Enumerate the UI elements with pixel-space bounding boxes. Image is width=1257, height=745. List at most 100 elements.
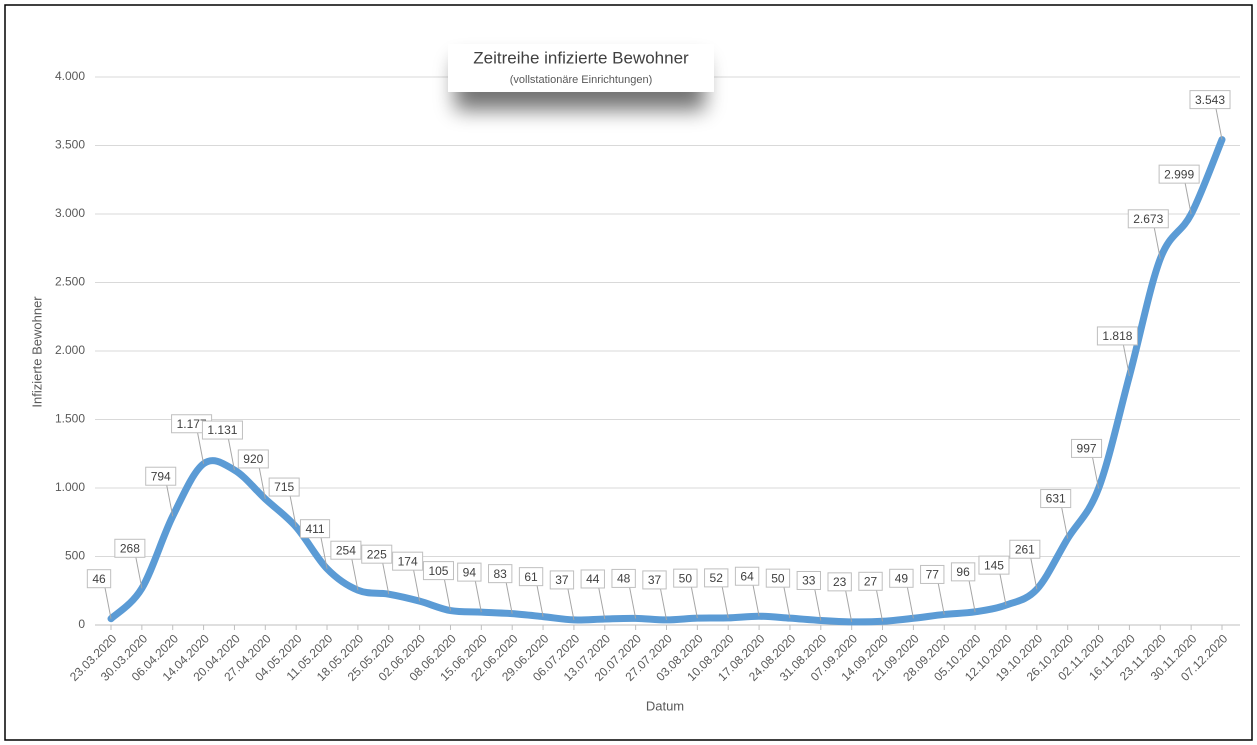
leader-line bbox=[629, 587, 637, 619]
data-label-group: 61 bbox=[518, 567, 544, 617]
data-label-group: 49 bbox=[889, 568, 914, 619]
data-label-box bbox=[330, 540, 362, 560]
data-label: 83 bbox=[494, 567, 508, 581]
data-label-box bbox=[1009, 539, 1041, 559]
leader-line bbox=[320, 537, 328, 569]
y-tick-label: 2.000 bbox=[55, 343, 85, 357]
y-tick-label: 0 bbox=[78, 617, 85, 631]
data-label-group: 3.543 bbox=[1189, 90, 1231, 140]
data-label-box bbox=[86, 569, 112, 589]
data-label-group: 96 bbox=[950, 562, 976, 612]
title-box bbox=[448, 44, 714, 92]
data-label-group: 631 bbox=[1040, 489, 1072, 539]
data-label-group: 2.999 bbox=[1158, 164, 1200, 215]
data-label: 50 bbox=[679, 571, 693, 585]
data-label: 50 bbox=[771, 571, 785, 585]
y-axis-label: Infizierte Bewohner bbox=[29, 296, 44, 408]
leader-line bbox=[197, 432, 205, 464]
data-label-box bbox=[734, 566, 760, 586]
data-label: 96 bbox=[956, 565, 970, 579]
leader-line bbox=[752, 585, 760, 617]
leader-line bbox=[1122, 344, 1130, 377]
data-label-box bbox=[920, 564, 945, 584]
data-label-group: 37 bbox=[549, 570, 575, 621]
data-label-group: 411 bbox=[299, 519, 331, 569]
data-label: 94 bbox=[463, 565, 477, 579]
data-label-group: 715 bbox=[268, 477, 300, 528]
frame bbox=[4, 4, 1253, 741]
data-label-group: 77 bbox=[920, 564, 945, 615]
data-label-group: 1.818 bbox=[1096, 326, 1138, 377]
leader-line bbox=[567, 588, 575, 621]
data-label: 997 bbox=[1077, 442, 1097, 456]
data-label: 49 bbox=[895, 571, 909, 585]
data-label-group: 261 bbox=[1009, 539, 1041, 590]
data-label-box bbox=[488, 564, 513, 584]
data-label-box bbox=[518, 567, 544, 587]
leader-line bbox=[104, 587, 112, 619]
data-label-group: 268 bbox=[114, 538, 146, 589]
data-label-box bbox=[858, 571, 883, 591]
data-label-box bbox=[1071, 438, 1103, 458]
leader-line bbox=[906, 587, 914, 619]
data-label: 225 bbox=[367, 547, 387, 561]
data-label: 2.999 bbox=[1164, 167, 1194, 181]
data-label-box bbox=[201, 420, 243, 440]
data-label-box bbox=[1040, 489, 1072, 509]
data-label-box bbox=[765, 568, 791, 588]
leader-line bbox=[135, 557, 143, 589]
leader-line bbox=[814, 589, 822, 621]
data-label: 794 bbox=[151, 469, 171, 483]
leader-line bbox=[937, 583, 945, 615]
leader-line bbox=[351, 559, 359, 591]
data-label: 261 bbox=[1015, 542, 1035, 556]
data-label-group: 48 bbox=[611, 568, 637, 619]
data-label: 52 bbox=[710, 571, 724, 585]
leader-line bbox=[474, 581, 482, 613]
data-label-box bbox=[796, 570, 821, 590]
leader-line bbox=[690, 587, 698, 619]
leader-line bbox=[1061, 507, 1069, 539]
data-label: 1.818 bbox=[1102, 329, 1132, 343]
data-label: 27 bbox=[864, 574, 878, 588]
leader-line bbox=[968, 580, 976, 612]
leader-line bbox=[413, 570, 421, 602]
y-tick-label: 1.500 bbox=[55, 412, 85, 426]
data-label: 920 bbox=[243, 452, 263, 466]
data-label-box bbox=[457, 562, 482, 582]
data-label-group: 23 bbox=[827, 572, 853, 622]
data-label-box bbox=[237, 449, 269, 469]
data-label-box bbox=[1096, 326, 1138, 346]
leader-line bbox=[166, 485, 174, 517]
leader-line bbox=[721, 586, 729, 618]
data-label-box bbox=[1127, 209, 1169, 229]
leader-line bbox=[999, 574, 1007, 606]
data-label-box bbox=[580, 569, 605, 589]
data-label: 254 bbox=[336, 543, 356, 557]
data-label-box bbox=[704, 568, 729, 588]
data-label: 37 bbox=[555, 573, 569, 587]
data-label-box bbox=[611, 568, 636, 588]
data-label-group: 2.673 bbox=[1127, 209, 1169, 259]
data-label: 145 bbox=[984, 558, 1004, 572]
data-label-group: 145 bbox=[978, 555, 1010, 606]
data-line bbox=[107, 136, 1226, 626]
data-label-group: 46 bbox=[86, 569, 112, 619]
leader-line bbox=[443, 579, 451, 611]
leader-line bbox=[536, 585, 544, 617]
data-label-box bbox=[978, 555, 1010, 575]
data-label-group: 27 bbox=[858, 571, 884, 622]
data-label-box bbox=[145, 466, 177, 486]
data-label: 33 bbox=[802, 574, 816, 588]
data-label: 37 bbox=[648, 573, 662, 587]
leader-line bbox=[505, 582, 513, 614]
data-label-box bbox=[361, 544, 393, 564]
data-label-box bbox=[392, 551, 424, 571]
data-label-box bbox=[422, 561, 454, 581]
leader-line bbox=[660, 588, 667, 621]
data-label-group: 254 bbox=[330, 540, 362, 591]
data-label-group: 794 bbox=[145, 466, 177, 517]
data-label-group: 83 bbox=[488, 564, 513, 614]
data-label-group: 225 bbox=[361, 544, 393, 595]
